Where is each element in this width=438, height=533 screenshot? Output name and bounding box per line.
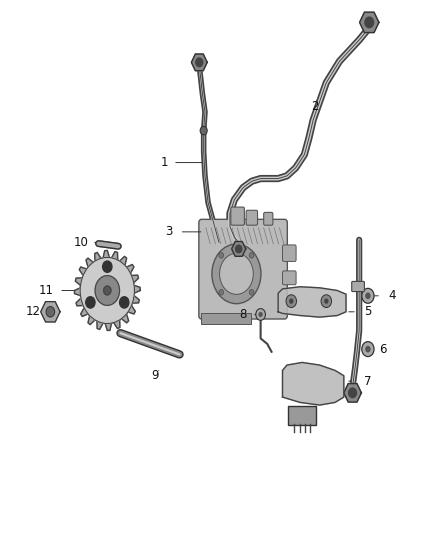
Polygon shape (360, 12, 379, 33)
Circle shape (258, 312, 263, 317)
Circle shape (249, 253, 254, 258)
Text: 11: 11 (39, 284, 53, 297)
Circle shape (365, 17, 374, 28)
Polygon shape (41, 302, 60, 322)
Circle shape (324, 298, 328, 304)
Circle shape (365, 293, 371, 299)
Circle shape (95, 276, 120, 305)
FancyBboxPatch shape (283, 245, 296, 262)
Circle shape (104, 286, 111, 295)
Circle shape (102, 261, 112, 272)
Text: 4: 4 (388, 289, 396, 302)
Circle shape (286, 295, 297, 308)
FancyBboxPatch shape (231, 207, 244, 225)
Polygon shape (283, 362, 344, 405)
Text: 7: 7 (364, 375, 372, 387)
Polygon shape (344, 384, 361, 402)
Circle shape (219, 253, 223, 258)
Circle shape (80, 257, 134, 324)
Circle shape (196, 58, 203, 67)
Circle shape (200, 126, 207, 135)
FancyBboxPatch shape (283, 271, 296, 285)
Circle shape (249, 289, 254, 295)
Circle shape (236, 245, 242, 253)
Circle shape (212, 244, 261, 304)
Circle shape (46, 306, 55, 317)
Text: 6: 6 (379, 343, 387, 356)
Text: 5: 5 (364, 305, 371, 318)
Text: 10: 10 (74, 236, 88, 249)
Text: 12: 12 (25, 305, 40, 318)
Circle shape (365, 346, 371, 352)
Circle shape (362, 288, 374, 303)
FancyBboxPatch shape (264, 212, 273, 225)
Circle shape (349, 388, 357, 398)
Circle shape (321, 295, 332, 308)
FancyBboxPatch shape (288, 406, 316, 425)
Polygon shape (191, 54, 207, 71)
Circle shape (219, 289, 223, 295)
FancyBboxPatch shape (199, 220, 287, 319)
Text: 2: 2 (311, 100, 319, 113)
FancyBboxPatch shape (352, 281, 364, 292)
FancyBboxPatch shape (246, 210, 258, 225)
Circle shape (219, 253, 253, 294)
Text: 3: 3 (165, 225, 172, 238)
Circle shape (362, 342, 374, 357)
Circle shape (120, 297, 129, 308)
Circle shape (86, 297, 95, 308)
Polygon shape (278, 287, 346, 317)
Polygon shape (74, 251, 140, 330)
FancyBboxPatch shape (201, 313, 251, 324)
Text: 9: 9 (152, 369, 159, 382)
Text: 1: 1 (160, 156, 168, 169)
Circle shape (256, 309, 265, 320)
Circle shape (289, 298, 293, 304)
Text: 8: 8 (240, 308, 247, 321)
Polygon shape (232, 241, 246, 256)
